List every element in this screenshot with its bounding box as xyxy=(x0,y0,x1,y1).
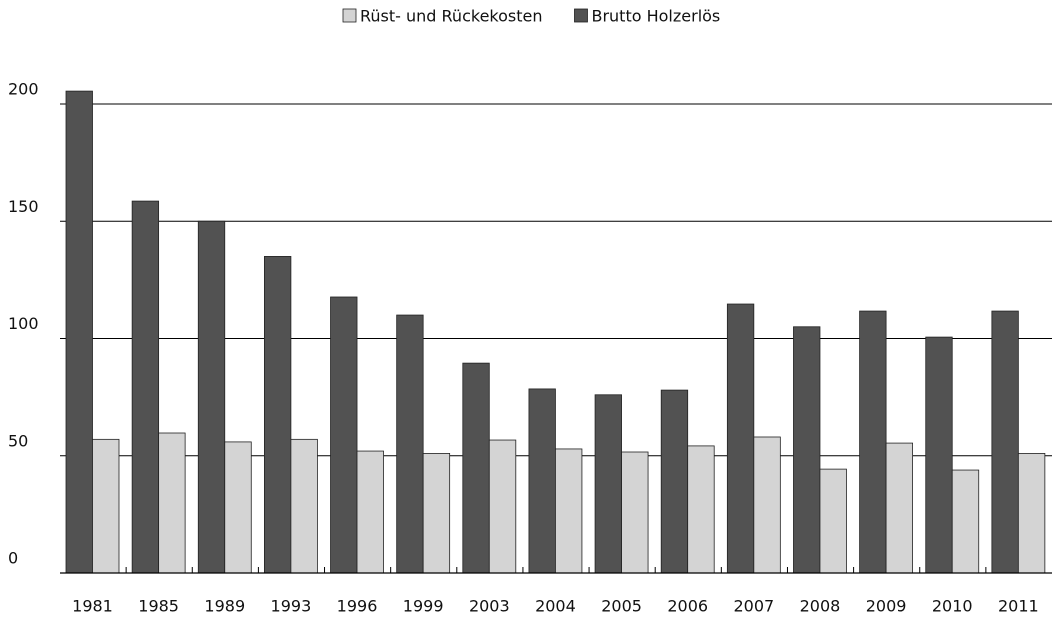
bar xyxy=(356,450,384,574)
bar xyxy=(290,438,318,574)
bar xyxy=(793,326,821,574)
bar xyxy=(621,451,649,574)
bar xyxy=(263,256,292,574)
x-tick-label: 2011 xyxy=(998,597,1039,616)
bar xyxy=(885,442,913,574)
x-tick-label: 1981 xyxy=(72,597,113,616)
bar xyxy=(224,441,252,574)
bar xyxy=(131,200,160,574)
legend-label: Rüst- und Rückekosten xyxy=(360,7,542,26)
bar xyxy=(555,448,583,574)
bar xyxy=(330,296,358,574)
legend-label: Brutto Holzerlös xyxy=(591,7,720,26)
y-tick-label: 200 xyxy=(8,80,39,99)
y-tick-label: 150 xyxy=(8,197,39,216)
bar xyxy=(197,220,226,574)
x-tick-label: 1993 xyxy=(271,597,312,616)
bar xyxy=(1017,453,1046,574)
legend-swatch xyxy=(574,8,588,23)
bar xyxy=(753,436,781,574)
y-tick-label: 0 xyxy=(8,549,18,568)
x-tick-label: 2008 xyxy=(800,597,841,616)
x-tick-label: 1996 xyxy=(337,597,378,616)
x-tick-label: 1989 xyxy=(204,597,245,616)
bar xyxy=(65,90,93,574)
y-tick-label: 100 xyxy=(8,314,39,333)
x-tick-label: 2004 xyxy=(535,597,576,616)
legend-swatch xyxy=(342,8,357,23)
bar xyxy=(859,310,887,574)
x-tick-label: 1999 xyxy=(403,597,444,616)
bar xyxy=(422,453,451,574)
x-tick-label: 2005 xyxy=(601,597,642,616)
y-tick-label: 50 xyxy=(8,431,28,450)
bar xyxy=(726,303,755,574)
bar xyxy=(396,314,424,574)
bar xyxy=(92,438,120,574)
bar xyxy=(819,468,847,574)
bar xyxy=(158,432,186,574)
bar xyxy=(925,336,953,574)
bar xyxy=(687,445,715,574)
x-tick-label: 2007 xyxy=(733,597,774,616)
bar xyxy=(462,362,490,574)
bar xyxy=(660,389,689,574)
bar xyxy=(991,310,1019,574)
x-tick-label: 2009 xyxy=(866,597,907,616)
x-tick-label: 2006 xyxy=(667,597,708,616)
x-tick-label: 2003 xyxy=(469,597,510,616)
bar xyxy=(488,439,517,574)
bar xyxy=(528,388,556,574)
x-tick-label: 1985 xyxy=(138,597,179,616)
bar xyxy=(951,469,980,574)
bar xyxy=(594,394,622,574)
x-tick-label: 2010 xyxy=(932,597,973,616)
